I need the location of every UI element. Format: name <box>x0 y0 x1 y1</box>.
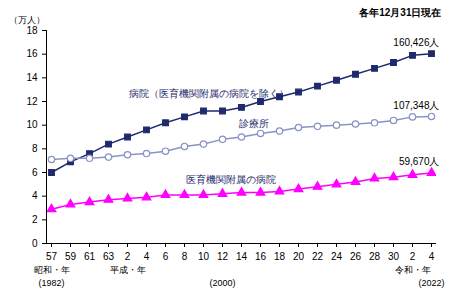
svg-text:18: 18 <box>26 25 38 36</box>
svg-text:10: 10 <box>26 119 38 130</box>
svg-text:61: 61 <box>84 251 96 262</box>
svg-text:8: 8 <box>32 143 38 154</box>
svg-text:28: 28 <box>369 251 381 262</box>
svg-text:14: 14 <box>236 251 248 262</box>
svg-text:26: 26 <box>350 251 362 262</box>
svg-text:57: 57 <box>46 251 58 262</box>
svg-text:(2000): (2000) <box>209 278 235 288</box>
svg-text:12: 12 <box>26 96 38 107</box>
svg-text:各年12月31日現在: 各年12月31日現在 <box>358 7 441 18</box>
svg-text:4: 4 <box>144 251 150 262</box>
svg-text:63: 63 <box>103 251 115 262</box>
svg-text:0: 0 <box>32 238 38 249</box>
svg-text:14: 14 <box>26 72 38 83</box>
svg-text:59: 59 <box>65 251 77 262</box>
svg-text:医育機関附属の病院: 医育機関附属の病院 <box>186 174 276 185</box>
svg-text:（万人）: （万人） <box>9 15 45 25</box>
svg-text:4: 4 <box>32 190 38 201</box>
svg-text:24: 24 <box>331 251 343 262</box>
svg-text:12: 12 <box>217 251 229 262</box>
svg-text:59,670人: 59,670人 <box>399 156 440 167</box>
svg-text:160,426人: 160,426人 <box>393 37 439 48</box>
svg-text:30: 30 <box>388 251 400 262</box>
svg-text:平成・年: 平成・年 <box>110 265 146 275</box>
svg-text:20: 20 <box>293 251 305 262</box>
svg-text:107,348人: 107,348人 <box>393 100 439 111</box>
svg-text:10: 10 <box>198 251 210 262</box>
svg-text:4: 4 <box>429 251 435 262</box>
svg-text:2: 2 <box>410 251 416 262</box>
svg-text:診療所: 診療所 <box>239 118 269 129</box>
svg-text:昭和・年: 昭和・年 <box>34 265 70 275</box>
svg-text:18: 18 <box>274 251 286 262</box>
svg-text:6: 6 <box>163 251 169 262</box>
svg-text:令和・年: 令和・年 <box>395 265 431 275</box>
svg-text:(2022): (2022) <box>418 278 444 288</box>
svg-text:16: 16 <box>255 251 267 262</box>
svg-text:2: 2 <box>125 251 131 262</box>
svg-text:22: 22 <box>312 251 324 262</box>
svg-text:2: 2 <box>32 214 38 225</box>
svg-text:8: 8 <box>182 251 188 262</box>
svg-text:6: 6 <box>32 167 38 178</box>
svg-text:16: 16 <box>26 48 38 59</box>
svg-text:病院（医育機関附属の病院を除く）: 病院（医育機関附属の病院を除く） <box>129 88 289 99</box>
svg-text:(1982): (1982) <box>38 278 64 288</box>
